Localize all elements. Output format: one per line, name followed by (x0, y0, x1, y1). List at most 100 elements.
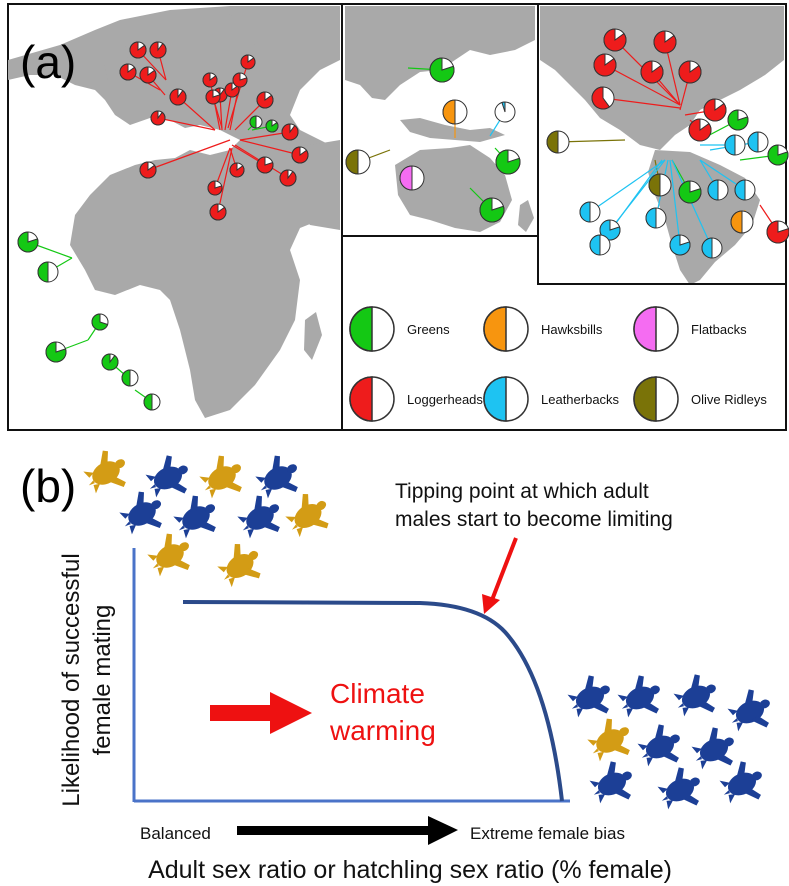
site-pie (37, 261, 59, 283)
site-pie (724, 134, 746, 156)
site-pie (730, 210, 754, 234)
site-pie (279, 169, 297, 187)
site-pie (707, 179, 729, 201)
male-turtle (231, 488, 290, 547)
connector-line (669, 159, 681, 246)
nesting-site-pies (17, 28, 789, 411)
site-pie (579, 201, 601, 223)
x-start-label: Balanced (140, 824, 211, 843)
female-turtle (77, 443, 136, 502)
panel-a: Greens Hawksbills Flatbacks Loggerheads Leat… (7, 3, 789, 431)
connector-line (604, 64, 681, 106)
site-pie (589, 234, 611, 256)
connector-line (589, 159, 666, 213)
land-north-america (540, 6, 784, 150)
male-turtle (113, 484, 172, 543)
site-pie (205, 89, 221, 105)
male-turtle (714, 755, 771, 812)
site-pie (119, 63, 137, 81)
site-pie (727, 109, 749, 131)
site-pie (207, 180, 223, 196)
female-turtle (193, 448, 252, 507)
legend-label: Greens (407, 322, 450, 337)
site-pie (669, 234, 691, 256)
male-turtle (722, 683, 779, 740)
x-end-label: Extreme female bias (470, 824, 625, 843)
site-pie (546, 130, 570, 154)
site-pie (139, 66, 157, 84)
site-pie (703, 98, 727, 122)
site-pie (345, 149, 371, 175)
site-pie (224, 82, 240, 98)
sex-ratio-arrow (237, 816, 458, 845)
site-pie (734, 179, 756, 201)
legend-swatch (349, 306, 373, 352)
tipping-point-text-2: males start to become limiting (395, 508, 673, 531)
site-pie (129, 41, 147, 59)
site-pie (688, 118, 712, 142)
site-pie (747, 131, 769, 153)
legend-swatch (349, 376, 373, 422)
site-pie (139, 161, 157, 179)
site-pie (256, 91, 274, 109)
connector-line (227, 61, 249, 129)
site-pie (442, 99, 468, 125)
female-turtle (210, 536, 271, 596)
site-pie (653, 30, 677, 54)
site-pie (767, 144, 789, 166)
x-axis-label: Adult sex ratio or hatchling sex ratio (… (148, 856, 672, 884)
site-pie (640, 60, 664, 84)
map-australasia (345, 6, 535, 232)
climate-text-1: Climate (330, 678, 425, 709)
site-pie (143, 393, 161, 411)
site-pie (240, 54, 256, 70)
connector-line (147, 139, 231, 171)
connector-line (217, 147, 233, 213)
legend-item: Greens (349, 306, 450, 352)
site-pie (599, 219, 621, 241)
legend-label: Olive Ridleys (691, 392, 767, 407)
legend-label: Leatherbacks (541, 392, 620, 407)
site-pie (149, 41, 167, 59)
land-europe-africa (8, 6, 340, 418)
female-turtle (278, 486, 339, 546)
site-pie (169, 88, 187, 106)
frame-americas (537, 3, 787, 285)
land-indonesia (400, 118, 505, 142)
y-axis-label-2: female mating (89, 605, 116, 756)
site-pie (591, 86, 615, 110)
legend-label: Loggerheads (407, 392, 483, 407)
male-turtle (562, 669, 619, 726)
legend-swatch (483, 376, 507, 422)
legend-label: Flatbacks (691, 322, 747, 337)
legend-swatch (633, 376, 657, 422)
site-pie (45, 341, 67, 363)
y-axis-label-1: Likelihood of successful (58, 553, 85, 806)
land-asia (345, 6, 535, 100)
climate-text-2: warming (329, 715, 436, 746)
site-pie (495, 149, 521, 175)
male-turtle (652, 761, 709, 818)
legend-item: Hawksbills (483, 306, 603, 352)
map-europe-africa (8, 6, 340, 418)
female-turtle (581, 711, 640, 770)
male-turtle (686, 721, 743, 778)
legend-item: Olive Ridleys (633, 376, 767, 422)
site-pie (593, 53, 617, 77)
connector-line (239, 139, 301, 156)
site-pie (494, 101, 516, 123)
site-pie (17, 231, 39, 253)
male-turtle (584, 755, 641, 812)
legend-item: Leatherbacks (483, 376, 620, 422)
site-pie (603, 28, 627, 52)
panel-b-label: (b) (20, 460, 76, 512)
connector-line (157, 117, 216, 131)
male-turtle (632, 718, 689, 775)
legend-swatch (633, 306, 657, 352)
site-pie (150, 110, 166, 126)
site-pie (479, 197, 505, 223)
land-new-zealand (518, 200, 534, 232)
panel-a-label: (a) (20, 36, 76, 88)
site-pie (399, 165, 425, 191)
